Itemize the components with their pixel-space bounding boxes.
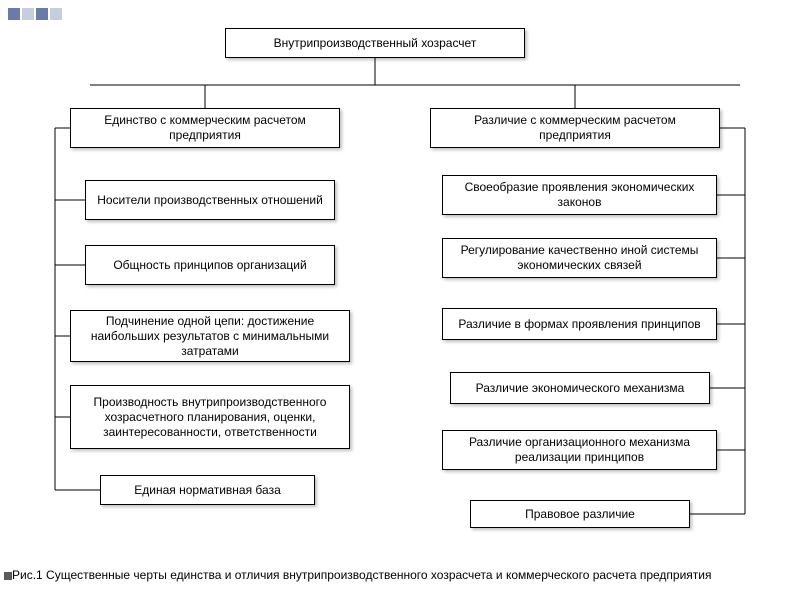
figure-caption: Рис.1 Существенные черты единства и отли… (12, 568, 711, 582)
left-item-box: Производность внутрипроизводственного хо… (70, 385, 350, 449)
left-header-box: Единство с коммерческим расчетом предпри… (70, 108, 340, 148)
right-header-box: Различие с коммерческим расчетом предпри… (430, 108, 720, 148)
right-item-box: Различие организационного механизма реал… (442, 430, 717, 470)
left-item-box: Подчинение одной цепи: достижение наибол… (70, 310, 350, 362)
right-item-box: Своеобразие проявления экономических зак… (442, 175, 717, 215)
right-item-box: Регулирование качественно иной системы э… (442, 238, 717, 278)
left-item-box: Носители производственных отношений (85, 180, 335, 220)
root-box: Внутрипроизводственный хозрасчет (225, 28, 525, 58)
right-item-box: Различие экономического механизма (450, 372, 710, 404)
right-item-box: Различие в формах проявления принципов (442, 308, 717, 340)
left-item-box: Единая нормативная база (100, 475, 315, 505)
left-item-box: Общность принципов организаций (85, 245, 335, 285)
right-item-box: Правовое различие (470, 500, 690, 528)
